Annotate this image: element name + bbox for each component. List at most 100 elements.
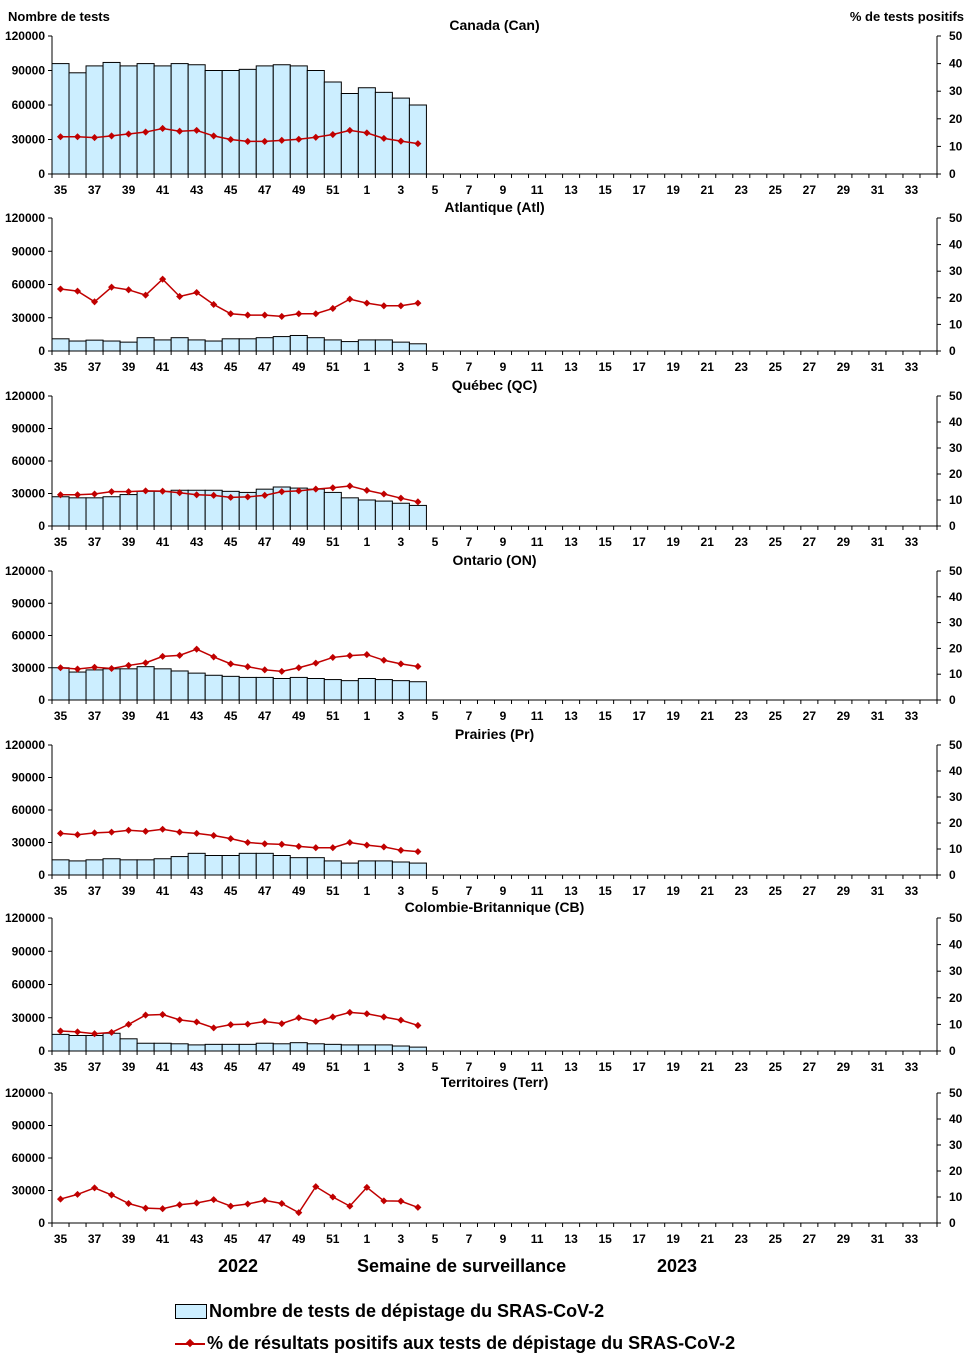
panel-1-positivity-point — [73, 133, 82, 141]
panel-4-bar — [306, 678, 325, 701]
panel-7-right-tick-label: 10 — [949, 1190, 963, 1204]
panel-7-x-tick-label: 37 — [88, 1232, 102, 1246]
panel-7-left-tick-label: 120000 — [5, 1086, 45, 1100]
panel-6-positivity-point — [380, 1013, 388, 1021]
panel-3-x-tick-label: 33 — [905, 535, 919, 549]
panel-5-bar — [255, 852, 274, 876]
panel-1-bar — [408, 104, 427, 175]
panel-4-left-tick-label: 0 — [38, 693, 45, 707]
panel-4-positivity-point — [159, 652, 167, 660]
panel-1-left-tick-label: 120000 — [5, 29, 45, 43]
panel-6-right-tick-label: 50 — [949, 911, 963, 925]
panel-1-bar — [68, 72, 87, 175]
panel-3-x-tick-label: 27 — [803, 535, 817, 549]
panel-6-x-tick-label: 45 — [224, 1060, 238, 1074]
panel-1-x-tick-label: 37 — [88, 183, 102, 197]
panel-4-bar — [85, 669, 104, 701]
panel-3-right-tick-label: 50 — [949, 389, 963, 403]
panel-4-title: Ontario (ON) — [453, 552, 537, 568]
panel-3-positivity-point — [261, 491, 269, 499]
panel-4-x-tick-label: 15 — [598, 709, 612, 723]
panel-5-positivity-point — [227, 835, 235, 843]
panel-4-positivity-point — [142, 659, 150, 667]
panel-4-bar — [119, 668, 138, 701]
panel-4-positivity-point — [414, 662, 422, 670]
panel-1-x-tick-label: 21 — [701, 183, 715, 197]
panel-7-x-tick-label: 21 — [701, 1232, 715, 1246]
panel-6-x-tick-label: 37 — [88, 1060, 102, 1074]
panel-2-right-tick-label: 50 — [949, 211, 963, 225]
panel-4-bar — [374, 679, 393, 701]
panel-5-x-tick-label: 39 — [122, 884, 136, 898]
panel-5-positivity-point — [312, 844, 320, 852]
panel-2-positivity-point — [312, 310, 320, 318]
panel-2-x-tick-label: 23 — [735, 360, 749, 374]
panel-6-left-tick-label: 120000 — [5, 911, 45, 925]
panel-5-positivity-point — [261, 840, 269, 848]
panel-3-bar — [306, 488, 325, 527]
panel-6-x-tick-label: 9 — [500, 1060, 507, 1074]
panel-6-x-tick-label: 31 — [871, 1060, 885, 1074]
panel-1-bar — [119, 65, 138, 175]
panel-4-bar — [272, 678, 291, 701]
panel-6-bar — [255, 1042, 274, 1052]
panel-5-x-tick-label: 23 — [735, 884, 749, 898]
panel-3-bar — [323, 491, 342, 527]
panel-5-x-tick-label: 7 — [466, 884, 473, 898]
panel-3-x-tick-label: 9 — [500, 535, 507, 549]
panel-2-x-tick-label: 21 — [701, 360, 715, 374]
panel-6-right-tick-label: 20 — [949, 991, 963, 1005]
panel-2-positivity-point — [176, 292, 184, 301]
panel-2-bar — [170, 337, 189, 352]
panel-3-bar — [408, 504, 427, 527]
panel-2-bar — [238, 338, 257, 352]
panel-4-x-tick-label: 31 — [871, 709, 885, 723]
panel-1-bar — [272, 64, 291, 175]
panel-5-bar — [306, 857, 325, 876]
panel-2-positivity-point — [363, 299, 371, 307]
panel-5-x-tick-label: 49 — [292, 884, 306, 898]
panel-2-bar — [102, 340, 121, 352]
panel-1-x-tick-label: 3 — [398, 183, 405, 197]
panel-2-x-tick-label: 41 — [156, 360, 170, 374]
panel-5-right-tick-label: 0 — [949, 868, 956, 882]
panel-6-positivity-point — [159, 1011, 167, 1019]
panel-2-bar — [272, 336, 291, 352]
panel-7-positivity-point — [125, 1199, 133, 1208]
panel-5-x-tick-label: 21 — [701, 884, 715, 898]
panel-3-bar — [340, 497, 359, 527]
panel-4-bar — [391, 680, 410, 701]
panel-5-bar — [119, 859, 138, 876]
panel-1-positivity-point — [56, 133, 65, 141]
panel-6-bar — [306, 1043, 325, 1052]
panel-7-x-tick-label: 29 — [837, 1232, 851, 1246]
panel-1-right-tick-label: 50 — [949, 29, 963, 43]
panel-4-x-tick-label: 33 — [905, 709, 919, 723]
year-label-2022: 2022 — [218, 1256, 259, 1276]
panel-1-positivity-point — [244, 137, 252, 145]
panel-7-positivity-point — [193, 1199, 201, 1207]
panel-6-left-tick-label: 30000 — [12, 1011, 46, 1025]
panel-4-x-tick-label: 45 — [224, 709, 238, 723]
panel-5-bar — [51, 859, 70, 876]
panel-7-x-tick-label: 47 — [258, 1232, 272, 1246]
panel-2-x-tick-label: 51 — [326, 360, 340, 374]
panel-7-x-tick-label: 5 — [432, 1232, 439, 1246]
panel-7-x-tick-label: 27 — [803, 1232, 817, 1246]
panel-7-left-tick-label: 30000 — [12, 1184, 46, 1198]
panel-2-bar — [153, 339, 172, 352]
panel-5-x-tick-label: 13 — [564, 884, 578, 898]
panel-6-left-tick-label: 90000 — [12, 944, 46, 958]
panel-7-right-tick-label: 30 — [949, 1138, 963, 1152]
panel-5-x-tick-label: 43 — [190, 884, 204, 898]
panel-2-x-tick-label: 33 — [905, 360, 919, 374]
panel-2-x-tick-label: 15 — [598, 360, 612, 374]
panel-6-x-tick-label: 21 — [701, 1060, 715, 1074]
panel-2-x-tick-label: 9 — [500, 360, 507, 374]
panel-1-left-tick-label: 30000 — [12, 133, 46, 147]
x-axis-title: Semaine de surveillance — [357, 1256, 567, 1276]
panel-6-x-tick-label: 29 — [837, 1060, 851, 1074]
panel-6-bar — [51, 1033, 70, 1052]
panel-2-positivity-point — [397, 302, 405, 310]
panel-1-positivity-point — [210, 132, 218, 140]
